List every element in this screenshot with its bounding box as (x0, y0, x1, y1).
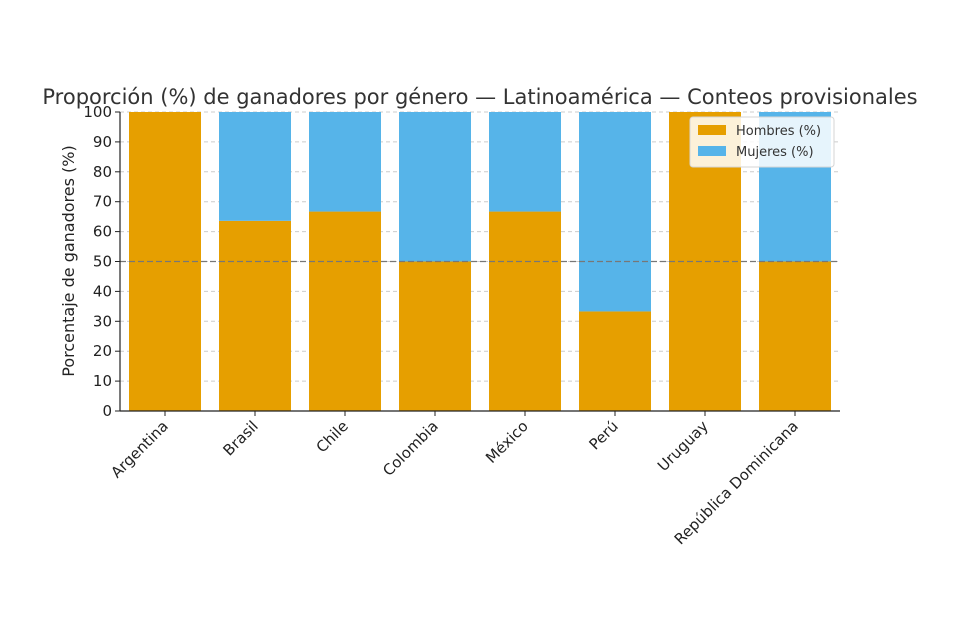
legend-label-hombres: Hombres (%) (736, 124, 821, 139)
legend-swatch-mujeres (698, 146, 726, 156)
y-tick-label-50: 50 (93, 253, 112, 271)
y-tick-label-0: 0 (102, 402, 112, 420)
bar-hombres-7 (759, 261, 831, 411)
bar-mujeres-4 (489, 112, 561, 212)
x-tick-label-0: Argentina (107, 417, 171, 481)
y-tick-label-30: 30 (93, 312, 112, 330)
y-tick-label-60: 60 (93, 223, 112, 241)
y-tick-label-10: 10 (93, 372, 112, 390)
bar-mujeres-1 (219, 112, 291, 221)
x-tick-label-5: Perú (585, 417, 621, 453)
y-tick-label-20: 20 (93, 342, 112, 360)
legend: Hombres (%) Mujeres (%) (689, 116, 835, 168)
y-tick-label-70: 70 (93, 193, 112, 211)
x-tick-label-1: Brasil (220, 417, 262, 459)
y-tick-label-90: 90 (93, 133, 112, 151)
chart-title: Proporción (%) de ganadores por género —… (42, 85, 917, 109)
bar-hombres-5 (579, 311, 651, 411)
bar-mujeres-2 (309, 112, 381, 212)
bar-mujeres-3 (399, 112, 471, 262)
y-tick-label-100: 100 (83, 103, 112, 121)
y-tick-label-40: 40 (93, 282, 112, 300)
y-tick-label-80: 80 (93, 163, 112, 181)
x-tick-label-3: Colombia (379, 417, 442, 480)
bar-hombres-2 (309, 211, 381, 411)
y-tick-labels: 0 10 20 30 40 50 60 70 80 90 100 (83, 103, 120, 420)
bar-hombres-4 (489, 211, 561, 411)
bar-hombres-3 (399, 261, 471, 411)
y-axis-label: Porcentaje de ganadores (%) (59, 145, 78, 376)
x-tick-label-6: Uruguay (654, 417, 712, 475)
legend-label-mujeres: Mujeres (%) (736, 145, 814, 160)
legend-swatch-hombres (698, 125, 726, 135)
bar-mujeres-5 (579, 112, 651, 312)
x-tick-label-4: México (482, 417, 532, 467)
bar-hombres-1 (219, 220, 291, 411)
x-tick-label-2: Chile (313, 417, 352, 456)
x-tick-labels: Argentina Brasil Chile Colombia México Perú Ur… (107, 411, 802, 548)
